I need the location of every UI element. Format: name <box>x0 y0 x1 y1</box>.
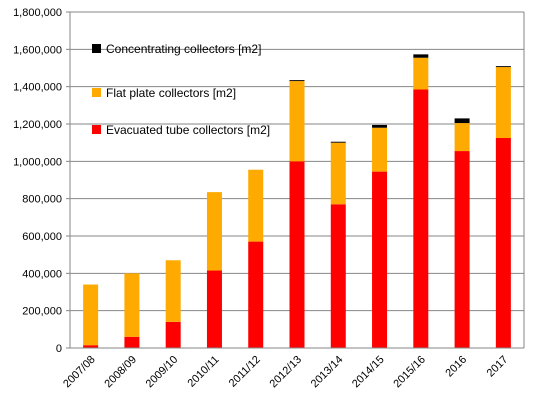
y-axis-tick-labels: 0 200,000 400,000 600,000 800,000 1,000,000 1,… <box>13 7 62 355</box>
legend-label: Evacuated tube collectors [m2] <box>106 123 270 137</box>
bar-segment <box>83 284 99 346</box>
bar-segment <box>330 141 346 143</box>
bar-segment <box>495 138 511 348</box>
x-tick-label: 2017 <box>485 354 511 380</box>
bar-segment <box>206 270 222 348</box>
x-tick-label: 2011/12 <box>227 354 263 390</box>
bar-segment <box>495 66 511 68</box>
x-tick-label: 2014/15 <box>350 354 387 391</box>
y-tick-label: 1,000,000 <box>13 156 62 168</box>
y-tick-label: 1,400,000 <box>13 82 62 94</box>
bar-segment <box>248 169 264 242</box>
bar-segment <box>454 123 470 152</box>
bar-segment <box>330 204 346 348</box>
bar-segment <box>124 336 140 348</box>
x-tick-label: 2012/13 <box>268 354 305 391</box>
legend-label: Concentrating collectors [m2] <box>106 42 261 56</box>
bar-segment <box>289 81 305 162</box>
bar-segment <box>83 345 99 348</box>
bar-segment <box>372 124 388 128</box>
x-axis-tick-labels: 2007/08 2008/09 2009/10 2010/11 2011/12 2012/… <box>61 354 510 391</box>
y-tick-label: 1,600,000 <box>13 44 62 56</box>
bar-segment <box>413 57 429 90</box>
x-tick-label: 2010/11 <box>186 354 222 390</box>
axes <box>66 11 525 349</box>
y-tick-label: 0 <box>56 343 62 355</box>
y-tick-label: 600,000 <box>22 231 62 243</box>
bar-segment <box>372 127 388 172</box>
legend-swatch <box>92 125 101 134</box>
legend: Concentrating collectors [m2] Flat plate … <box>92 42 270 137</box>
bar-segment <box>495 67 511 138</box>
bar-segment <box>289 80 305 82</box>
legend-swatch <box>92 44 101 53</box>
y-tick-label: 400,000 <box>22 268 62 280</box>
x-tick-label: 2008/09 <box>102 354 139 391</box>
bar-segment <box>454 151 470 348</box>
y-tick-label: 200,000 <box>22 306 62 318</box>
y-tick-label: 1,800,000 <box>13 7 62 19</box>
y-tick-label: 800,000 <box>22 194 62 206</box>
bar-segment <box>165 260 181 322</box>
bar-segment <box>289 161 305 348</box>
x-tick-label: 2013/14 <box>309 354 346 391</box>
bar-segment <box>206 192 222 271</box>
x-tick-label: 2016 <box>443 354 469 380</box>
x-tick-label: 2009/10 <box>144 354 181 391</box>
bar-segment <box>413 54 429 58</box>
bar-segment <box>248 241 264 348</box>
x-tick-label: 2015/16 <box>391 354 428 391</box>
bar-segment <box>165 321 181 348</box>
x-tick-label: 2007/08 <box>61 354 98 391</box>
y-tick-label: 1,200,000 <box>13 119 62 131</box>
legend-label: Flat plate collectors [m2] <box>106 86 236 100</box>
bar-segment <box>124 273 140 337</box>
bar-segment <box>372 171 388 348</box>
bar-segment <box>330 142 346 205</box>
bar-segment <box>454 118 470 124</box>
legend-swatch <box>92 88 101 97</box>
bar-segment <box>413 89 429 348</box>
bars <box>83 54 511 348</box>
